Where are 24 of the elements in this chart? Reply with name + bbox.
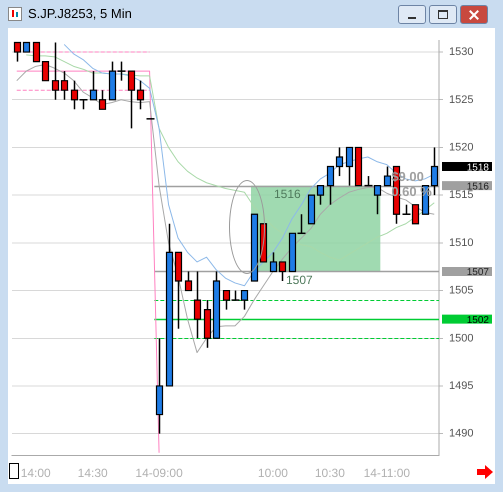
x-tick-label: 14-09:00	[135, 466, 184, 480]
ref-line-label: 1507	[466, 267, 490, 278]
annotation: 1516	[274, 186, 301, 201]
y-tick-label: 1490	[449, 428, 474, 440]
x-tick-label: 14:30	[78, 466, 108, 480]
candlestick	[42, 60, 50, 82]
y-tick-label: 1505	[449, 284, 474, 297]
candlestick	[32, 42, 40, 62]
x-tick-label: 10:30	[314, 466, 346, 480]
y-tick-label: 1530	[449, 46, 474, 58]
y-tick-label: 1520	[449, 141, 474, 154]
y-tick-label: 1510	[449, 236, 474, 249]
text: 1518	[466, 162, 490, 174]
candlestick	[22, 42, 30, 53]
y-tick-label: 1495	[449, 380, 474, 392]
y-tick-label: 1525	[449, 94, 474, 106]
x-tick-label: 10:00	[258, 466, 288, 480]
y-tick-label: 1515	[449, 189, 474, 202]
y-tick-label: 1500	[449, 332, 474, 344]
chart-title: S.JP.J8253, 5 Min	[28, 6, 132, 21]
x-tick-label: 14-11:00	[364, 466, 410, 480]
x-tick-label: 14:00	[20, 466, 52, 480]
annotation: 1507	[286, 272, 313, 287]
ref-line-label: 1502	[466, 314, 490, 326]
